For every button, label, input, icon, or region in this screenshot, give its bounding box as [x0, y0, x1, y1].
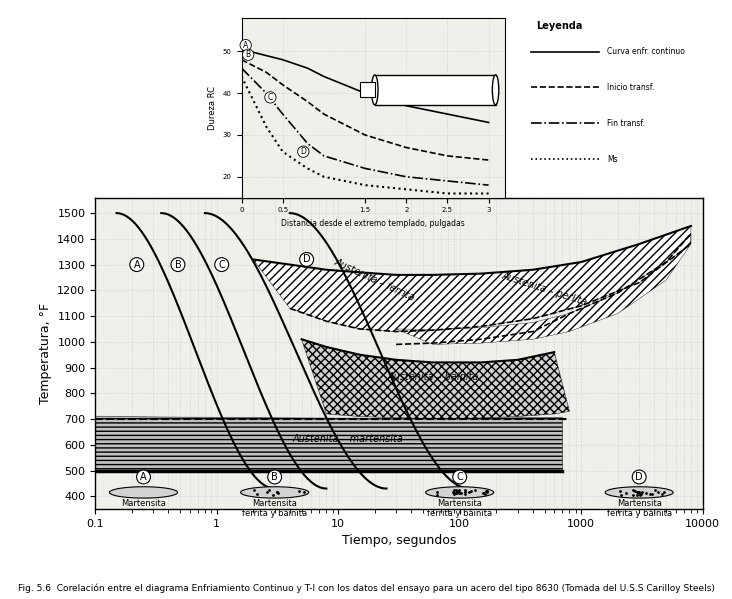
Text: Curva enfr. continuo: Curva enfr. continuo	[607, 47, 685, 56]
Text: A: A	[243, 41, 248, 50]
X-axis label: Distancia desde el extremo templado, pulgadas: Distancia desde el extremo templado, pul…	[281, 219, 466, 228]
Text: Austenita – perlita: Austenita – perlita	[501, 271, 589, 308]
Ellipse shape	[493, 75, 498, 105]
Text: Austenita – ferrita: Austenita – ferrita	[333, 256, 417, 302]
Y-axis label: Dureza RC: Dureza RC	[209, 86, 217, 130]
Polygon shape	[253, 226, 691, 331]
Text: Inicio transf.: Inicio transf.	[607, 83, 654, 92]
Text: Fig. 5.6  Corelación entre el diagrama Enfriamiento Continuo y T-l con los datos: Fig. 5.6 Corelación entre el diagrama En…	[18, 583, 714, 593]
Polygon shape	[241, 487, 309, 498]
Text: Ms: Ms	[607, 155, 618, 164]
Polygon shape	[396, 234, 691, 344]
Polygon shape	[426, 487, 493, 498]
Text: B: B	[174, 259, 182, 270]
Text: B: B	[245, 50, 251, 59]
Text: C: C	[268, 93, 273, 102]
Text: Austenita – bainita: Austenita – bainita	[387, 373, 479, 382]
Text: A: A	[141, 472, 147, 482]
X-axis label: Tiempo, segundos: Tiempo, segundos	[342, 534, 456, 547]
Text: D: D	[635, 472, 643, 482]
Polygon shape	[605, 487, 673, 498]
Text: C: C	[218, 259, 225, 270]
Text: A: A	[133, 259, 140, 270]
Text: C: C	[456, 472, 463, 482]
Text: Martensita: Martensita	[121, 499, 166, 508]
Polygon shape	[110, 487, 178, 498]
Text: Martensita
ferrita y báinita: Martensita ferrita y báinita	[427, 499, 492, 518]
Text: Fin transf.: Fin transf.	[607, 119, 645, 128]
Text: D: D	[303, 255, 310, 264]
Polygon shape	[302, 339, 569, 419]
Ellipse shape	[372, 75, 378, 105]
Text: D: D	[300, 147, 306, 156]
Polygon shape	[95, 416, 562, 471]
Text: Austenita – martensita: Austenita – martensita	[292, 434, 403, 444]
Text: B: B	[272, 472, 278, 482]
Text: Leyenda: Leyenda	[537, 21, 583, 31]
Text: Martensita
ferrita y báinita: Martensita ferrita y báinita	[242, 499, 307, 518]
Y-axis label: Temperatura, °F: Temperatura, °F	[39, 303, 52, 404]
Text: Martensita
ferrita y báinita: Martensita ferrita y báinita	[607, 499, 672, 518]
Bar	[360, 82, 375, 97]
Bar	[375, 75, 496, 105]
